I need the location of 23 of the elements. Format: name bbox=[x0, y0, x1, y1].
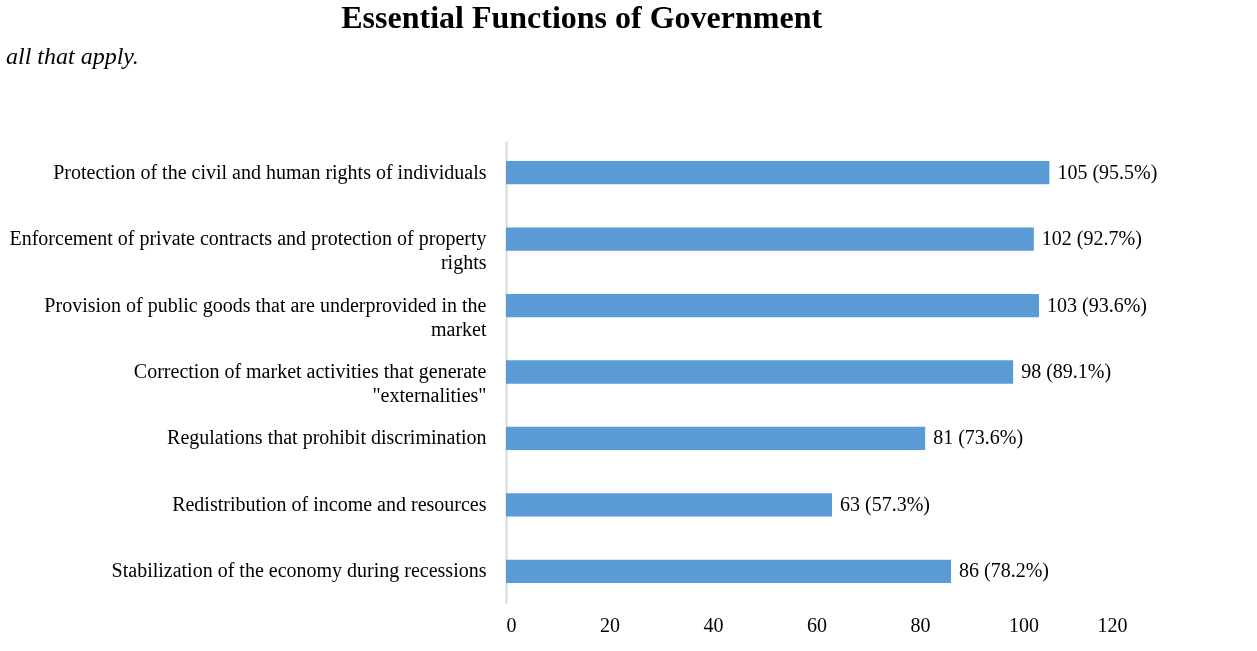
y-tick-label: Provision of public goods that are underprovided in the market bbox=[44, 293, 487, 340]
x-tick-label: 0 bbox=[506, 613, 517, 636]
x-tick-label: 20 bbox=[600, 613, 620, 636]
data-label: 102 (92.7%) bbox=[1041, 227, 1142, 251]
data-label: 103 (93.6%) bbox=[1047, 293, 1148, 317]
data-label: 63 (57.3%) bbox=[840, 492, 931, 516]
data-label: 86 (78.2%) bbox=[959, 559, 1050, 583]
y-tick-label: Redistribution of income and resources bbox=[172, 492, 487, 515]
y-tick-label: Correction of market activities that generate "externalities" bbox=[133, 360, 487, 406]
data-label: 81 (73.6%) bbox=[933, 426, 1024, 450]
y-tick-label: Regulations that prohibit discrimination bbox=[167, 426, 487, 450]
y-tick-label: Protection of the civil and human rights of individuals bbox=[53, 160, 487, 184]
x-tick-label: 40 bbox=[703, 613, 724, 636]
data-label: 105 (95.5%) bbox=[1057, 160, 1158, 184]
x-tick-label: 80 bbox=[910, 613, 931, 636]
y-tick-label: Enforcement of private contracts and protection of property rights bbox=[9, 227, 487, 275]
x-tick-label: 100 bbox=[1009, 613, 1039, 636]
y-tick-label: Stabilization of the economy during recessions bbox=[111, 559, 487, 583]
x-tick-label: 120 bbox=[1097, 613, 1128, 636]
x-tick-label: 60 bbox=[807, 613, 827, 636]
text: all that apply. bbox=[6, 43, 139, 69]
chart-title: Essential Functions of Government bbox=[341, 0, 823, 35]
data-label: 98 (89.1%) bbox=[1021, 360, 1112, 383]
